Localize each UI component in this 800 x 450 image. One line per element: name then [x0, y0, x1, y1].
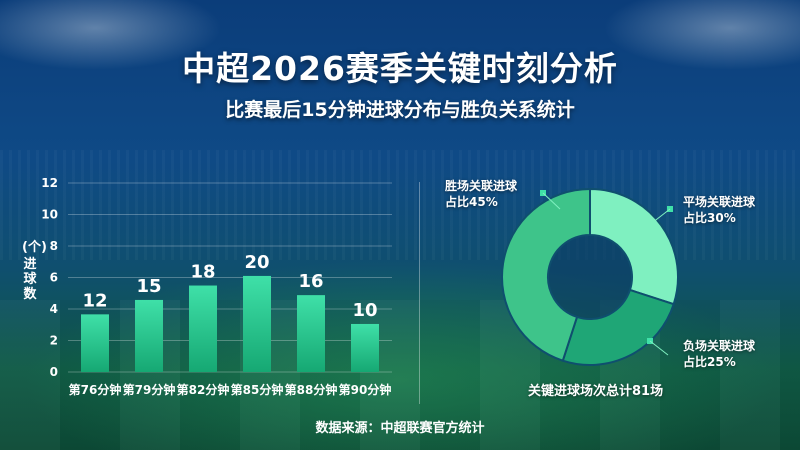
bar-value-label: 18 — [190, 262, 215, 283]
callout-win-label: 胜场关联进球 — [445, 179, 518, 193]
bar-6 — [351, 323, 379, 372]
data-source: 数据来源：中超联赛官方统计 — [315, 421, 485, 436]
callout-loss-label: 负场关联进球 — [683, 339, 756, 353]
x-tick-label: 第76分钟 — [69, 382, 122, 397]
callout-loss-value: 占比25% — [683, 355, 736, 369]
donut-total-note: 关键进球场次总计81场 — [528, 384, 664, 399]
x-tick-label: 第90分钟 — [339, 382, 392, 397]
callout-leader-2 — [651, 208, 671, 224]
callout-draw-value: 占比30% — [683, 211, 736, 225]
callout-leader-3 — [649, 340, 669, 356]
bar-value-label: 10 — [352, 300, 377, 321]
page-title: 中超2026赛季关键时刻分析 — [182, 49, 618, 88]
bar-5 — [297, 295, 325, 372]
y-axis-title-char: 数 — [23, 287, 37, 302]
bar-value-label: 12 — [82, 290, 107, 311]
donut-slice-3 — [561, 288, 675, 366]
callout-leader-1 — [542, 192, 561, 210]
bar-value-label: 20 — [244, 252, 269, 273]
y-axis-title: 进球数 — [22, 257, 38, 302]
bar-1 — [81, 314, 109, 372]
donut-hole — [549, 236, 631, 318]
y-tick-label: 10 — [41, 208, 58, 222]
x-tick-label: 第85分钟 — [231, 382, 284, 397]
y-axis-title-char: 球 — [23, 272, 37, 287]
callout-draw-label: 平场关联进球 — [683, 195, 756, 209]
bar-chart-y-axis-label: (个) 进球数 — [22, 240, 47, 302]
x-tick-label: 第82分钟 — [177, 382, 230, 397]
y-tick-label: 6 — [50, 271, 58, 285]
y-tick-label: 0 — [50, 365, 58, 379]
donut-slice-1 — [501, 187, 591, 362]
bar-value-label: 16 — [298, 271, 323, 292]
goal-distribution-bar-chart: 0 2 4 6 8 10 12 12 第76分钟 15 第79分钟 18 第82分钟 20 第85分钟 16 第… — [41, 176, 392, 397]
x-tick-label: 第88分钟 — [285, 382, 338, 397]
x-tick-label: 第79分钟 — [123, 382, 176, 397]
y-tick-label: 12 — [41, 176, 58, 190]
pitch-background — [0, 300, 800, 450]
bar-2 — [135, 299, 163, 372]
callout-loss: 负场关联进球 占比25% — [683, 338, 755, 370]
y-axis-title-char: 进 — [23, 257, 37, 272]
callout-draw: 平场关联进球 占比30% — [683, 194, 755, 226]
bar-4 — [243, 275, 271, 372]
donut-slice-2 — [589, 187, 679, 306]
y-tick-label: 8 — [50, 239, 58, 253]
y-tick-label: 4 — [50, 302, 58, 316]
win-draw-loss-donut-chart — [501, 187, 679, 366]
y-tick-label: 2 — [50, 334, 58, 348]
chart-divider — [419, 182, 420, 404]
page-subtitle: 比赛最后15分钟进球分布与胜负关系统计 — [225, 99, 575, 121]
callout-win-value: 占比45% — [445, 195, 498, 209]
bar-value-label: 15 — [136, 276, 161, 297]
callout-win: 胜场关联进球 占比45% — [445, 178, 517, 210]
bar-3 — [189, 285, 217, 372]
